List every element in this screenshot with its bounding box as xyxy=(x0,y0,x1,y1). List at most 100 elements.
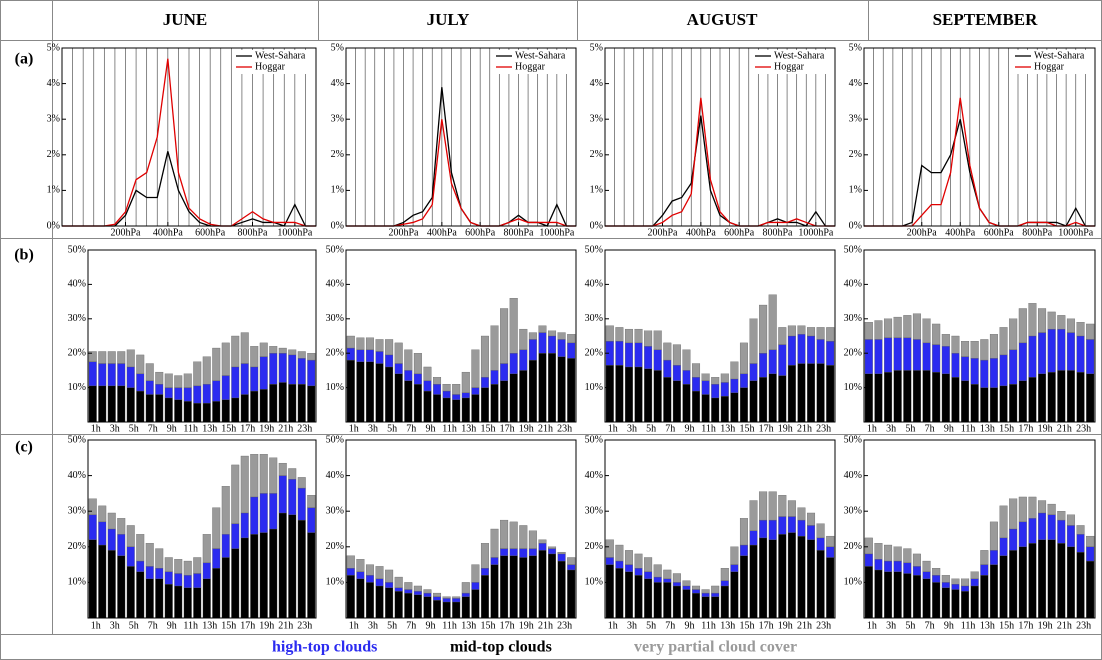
bar-segment xyxy=(250,390,259,423)
x-tick-label: 3h xyxy=(368,620,378,631)
x-tick-label: 1h xyxy=(867,423,877,434)
legend-label: West-Sahara xyxy=(515,50,566,61)
bar-segment xyxy=(259,389,268,423)
bar-segment xyxy=(202,562,211,579)
bar-segment xyxy=(88,385,97,423)
bar-segment xyxy=(864,553,873,567)
bar-segment xyxy=(98,363,107,387)
bar-segment xyxy=(739,373,748,388)
bar-segment xyxy=(221,534,230,558)
bar-segment xyxy=(509,373,518,423)
x-tick-label: 1h xyxy=(91,620,101,631)
x-tick-label: 21h xyxy=(278,620,293,631)
x-tick-label: 15h xyxy=(739,423,754,434)
bar-segment xyxy=(413,384,422,423)
bar-segment xyxy=(922,342,931,371)
bar-segment xyxy=(288,479,297,515)
bar-segment xyxy=(117,363,126,387)
bar-segment xyxy=(509,521,518,549)
bar-segment xyxy=(692,592,701,619)
plot-frame xyxy=(863,439,1096,619)
bar-segment xyxy=(932,323,941,345)
bar-segment xyxy=(307,507,316,533)
bar-segment xyxy=(471,394,480,423)
bar-segment xyxy=(816,537,825,551)
bar-segment xyxy=(711,397,720,423)
bar-segment xyxy=(692,377,701,392)
bar-segment xyxy=(183,560,192,576)
bar-segment xyxy=(989,550,998,565)
bar-segment xyxy=(385,587,394,619)
bar-segment xyxy=(653,349,662,371)
bar-segment xyxy=(1009,349,1018,385)
bar-segment xyxy=(932,582,941,619)
bar-segment xyxy=(297,487,306,521)
bar-segment xyxy=(278,475,287,514)
bar-segment xyxy=(413,373,422,385)
x-tick-label: 800hPa xyxy=(504,227,535,238)
bar-segment xyxy=(107,550,116,619)
bar-segment xyxy=(259,454,268,494)
bar-segment xyxy=(759,491,768,521)
y-tick-label: 20% xyxy=(585,541,603,552)
bar-segment xyxy=(932,575,941,583)
bar-segment xyxy=(480,543,489,569)
bar-segment xyxy=(193,361,202,387)
x-tick-label: 21h xyxy=(1057,620,1072,631)
bar-segment xyxy=(413,594,422,619)
bar-segment xyxy=(797,519,806,537)
bar-segment xyxy=(269,528,278,619)
bar-segment xyxy=(624,366,633,423)
y-tick-label: 10% xyxy=(326,382,344,393)
y-tick-label: 10% xyxy=(68,577,86,588)
bar-segment xyxy=(278,347,287,354)
bar-segment xyxy=(1066,318,1075,333)
bar-segment xyxy=(433,377,442,385)
x-tick-label: 11h xyxy=(183,620,198,631)
bar-segment xyxy=(605,365,614,423)
bar-segment xyxy=(385,569,394,583)
bar-segment xyxy=(1028,496,1037,519)
x-tick-label: 9h xyxy=(684,620,694,631)
bar-segment xyxy=(297,351,306,359)
x-tick-label: 19h xyxy=(519,620,534,631)
bar-segment xyxy=(375,585,384,619)
bar-segment xyxy=(193,573,202,588)
bar-segment xyxy=(720,382,729,397)
bar-segment xyxy=(500,555,509,619)
bar-segment xyxy=(346,568,355,576)
bar-segment xyxy=(442,601,451,619)
bar-segment xyxy=(749,544,758,619)
bar-segment xyxy=(174,387,183,400)
y-tick-label: 5% xyxy=(590,42,603,53)
bar-segment xyxy=(404,589,413,594)
bar-segment xyxy=(951,377,960,423)
bar-segment xyxy=(375,351,384,364)
column-header: SEPTEMBER xyxy=(933,10,1039,29)
bar-segment xyxy=(1076,322,1085,337)
bar-segment xyxy=(250,496,259,535)
bar-segment xyxy=(653,330,662,350)
bar-segment xyxy=(548,553,557,619)
bar-segment xyxy=(1009,384,1018,423)
bar-segment xyxy=(605,539,614,558)
bar-segment xyxy=(231,335,240,368)
bar-segment xyxy=(174,585,183,619)
bar-segment xyxy=(98,544,107,619)
bar-segment xyxy=(500,519,509,549)
column-header: JULY xyxy=(427,10,470,29)
x-tick-label: 400hPa xyxy=(153,227,184,238)
bar-segment xyxy=(826,535,835,547)
bar-segment xyxy=(365,349,374,362)
x-tick-label: 9h xyxy=(167,423,177,434)
bar-segment xyxy=(730,378,739,393)
bar-segment xyxy=(193,385,202,404)
bar-segment xyxy=(1047,539,1056,619)
bar-segment xyxy=(864,322,873,340)
x-tick-label: 5h xyxy=(387,423,397,434)
bar-segment xyxy=(557,560,566,619)
x-tick-label: 15h xyxy=(221,423,236,434)
bar-segment xyxy=(634,328,643,344)
bar-segment xyxy=(88,361,97,387)
bar-segment xyxy=(394,342,403,364)
